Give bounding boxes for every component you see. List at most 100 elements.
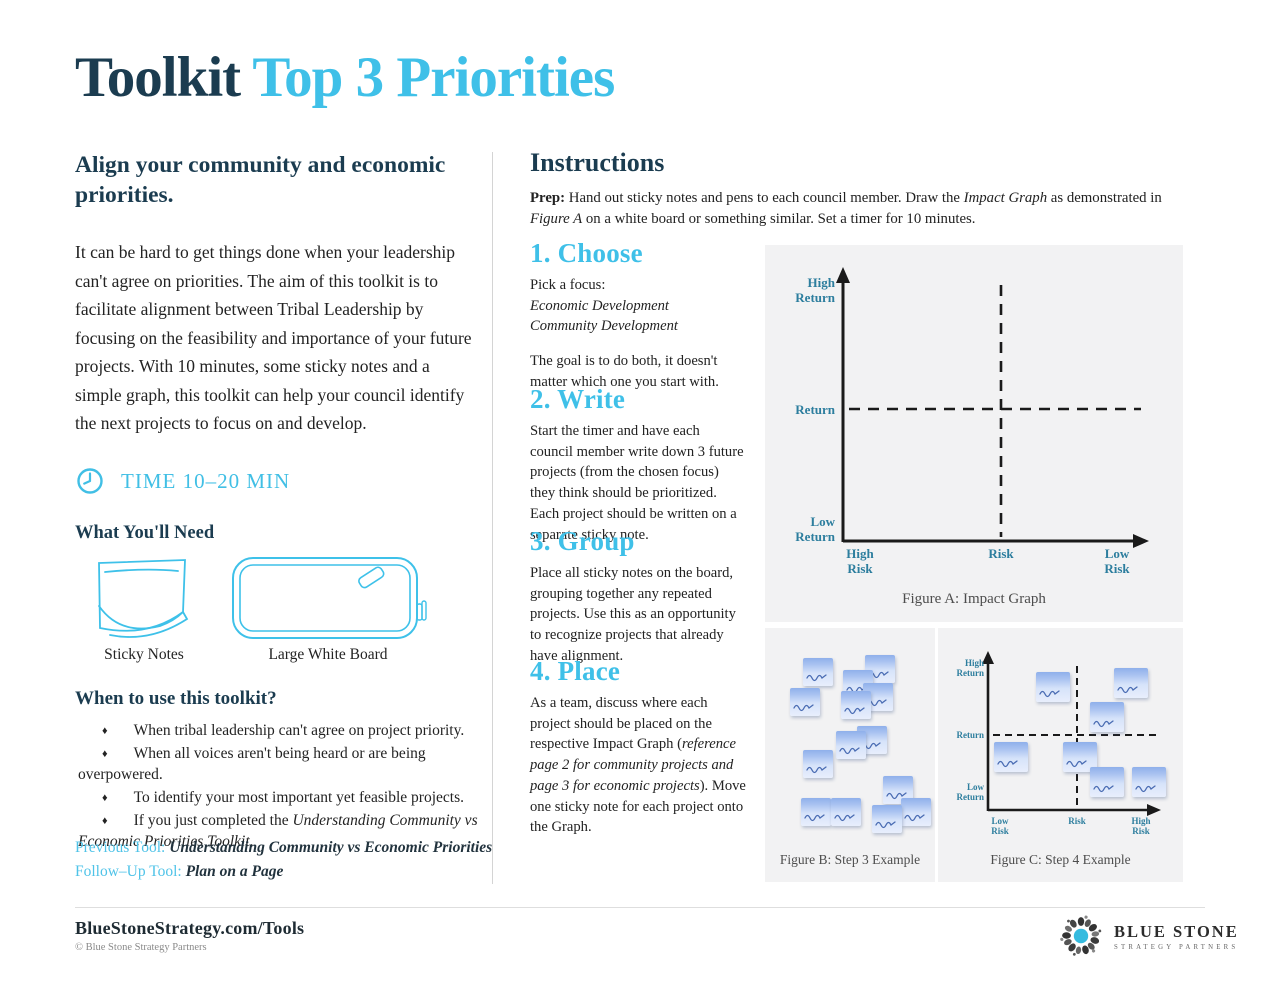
- title-dark: Toolkit: [75, 46, 241, 109]
- bullet-item: ♦ When all voices aren't being heard or a…: [78, 743, 498, 786]
- when-heading: When to use this toolkit?: [75, 688, 277, 709]
- needs-item-label: Sticky Notes: [104, 646, 184, 663]
- bullet-text: When all voices aren't being heard or ar…: [78, 744, 426, 784]
- bullet-item: ♦ To identify your most important yet fea…: [78, 787, 498, 809]
- step-place: 4. Place As a team, discuss where each p…: [530, 656, 746, 838]
- whiteboard-icon: [232, 557, 427, 639]
- previous-tool-value: Understanding Community vs Economic Prio…: [169, 839, 493, 856]
- clock-icon: [77, 468, 103, 494]
- sticky-note: [1090, 702, 1124, 732]
- time-badge: TIME 10–20 MIN: [75, 466, 290, 496]
- figure-b-notes: [765, 628, 935, 882]
- diamond-icon: ♦: [102, 747, 108, 760]
- step-choose: 1. Choose Pick a focus: Economic Develop…: [530, 238, 746, 393]
- sticky-note: [901, 798, 931, 826]
- x-axis-arrow: [1147, 804, 1161, 816]
- sticky-note: [1063, 742, 1097, 772]
- logo-name: BLUE STONE: [1114, 921, 1239, 941]
- figure-a-caption: Figure A: Impact Graph: [902, 591, 1046, 607]
- prep-italic: Impact Graph: [963, 190, 1048, 206]
- figure-c-panel: High Return Return Low Return Low Risk Risk…: [938, 628, 1183, 882]
- title-accent: Top 3 Priorities: [252, 46, 615, 109]
- figure-c-notes: [938, 628, 1183, 882]
- step-body: Pick a focus: Economic Development Commu…: [530, 275, 746, 393]
- step-text: ). Move one sticky note for each project…: [530, 777, 746, 836]
- followup-tool-label: Follow–Up Tool:: [75, 862, 182, 880]
- sticky-note: [994, 742, 1028, 772]
- left-column: Align your community and economic priori…: [75, 150, 493, 438]
- prep-text: on a white board or something similar. S…: [582, 211, 976, 228]
- sticky-note: [831, 798, 861, 826]
- intro-heading: Align your community and economic priori…: [75, 152, 446, 209]
- logo-tagline: STRATEGY PARTNERS: [1114, 943, 1239, 951]
- step-group: 3. Group Place all sticky notes on the b…: [530, 526, 746, 667]
- bullet-italic: Understanding Community vs Economic Prio…: [78, 811, 478, 851]
- x-label-low-risk: Low Risk: [991, 816, 1009, 836]
- y-label-low-return: Low Return: [957, 782, 985, 802]
- previous-tool-row: Previous Tool: Understanding Community v…: [75, 836, 492, 860]
- bullet-suffix: .: [249, 833, 254, 851]
- bullet-item: ♦ If you just completed the Understanding…: [78, 810, 498, 853]
- y-label-low-return: Low Return: [795, 514, 835, 544]
- step-heading: 4. Place: [530, 656, 621, 686]
- figure-b-caption: Figure B: Step 3 Example: [779, 852, 921, 867]
- sticky-note: [1114, 668, 1148, 698]
- step-note: The goal is to do both, it doesn't matte…: [530, 353, 719, 390]
- y-axis-arrow: [982, 651, 994, 664]
- x-label-high-risk: High Risk: [846, 546, 874, 576]
- bullet-item: ♦ When tribal leadership can't agree on p…: [78, 720, 498, 742]
- figure-c-caption: Figure C: Step 4 Example: [990, 852, 1131, 867]
- footer-divider: [75, 907, 1205, 908]
- needs-item-label: Large White Board: [268, 646, 388, 663]
- figure-c-graph: High Return Return Low Return Low Risk Risk…: [957, 651, 1161, 836]
- page-title: Toolkit Top 3 Priorities: [75, 46, 615, 109]
- sticky-note: [1090, 767, 1124, 797]
- related-tools: Previous Tool: Understanding Community v…: [75, 836, 492, 883]
- brand-logo: BLUE STONE STRATEGY PARTNERS: [1058, 913, 1239, 959]
- prep-label: Prep:: [530, 190, 566, 206]
- step-heading: 3. Group: [530, 526, 635, 556]
- prep-paragraph: Prep: Hand out sticky notes and pens to …: [530, 188, 1186, 231]
- sticky-notes-icon: [98, 559, 189, 638]
- prep-italic: Figure A: [530, 211, 583, 228]
- step-body: Place all sticky notes on the board, gro…: [530, 565, 736, 664]
- time-label: TIME 10–20 MIN: [121, 468, 291, 493]
- x-axis-arrow: [1133, 534, 1149, 548]
- step-lead: Pick a focus:: [530, 277, 606, 293]
- y-label-return: Return: [957, 730, 985, 740]
- sticky-note: [836, 731, 866, 759]
- y-label-high-return: High Return: [795, 275, 835, 305]
- x-label-risk: Risk: [1068, 816, 1086, 826]
- logo-mosaic-icon: [1060, 915, 1102, 956]
- sticky-note: [841, 691, 871, 719]
- footer-site-link[interactable]: BlueStoneStrategy.com/Tools: [75, 918, 305, 938]
- diamond-icon: ♦: [102, 792, 108, 805]
- diamond-icon: ♦: [102, 725, 108, 737]
- sticky-note: [803, 658, 833, 686]
- sticky-note: [803, 750, 833, 778]
- bullet-text: When tribal leadership can't agree on pr…: [133, 722, 465, 739]
- prep-text: Hand out sticky notes and pens to each c…: [565, 190, 964, 206]
- y-axis-arrow: [836, 267, 850, 283]
- sticky-note: [801, 798, 831, 826]
- focus-option: Economic Development: [530, 297, 669, 314]
- figure-b-panel: Figure B: Step 3 Example: [765, 628, 935, 882]
- sticky-note: [1036, 672, 1070, 702]
- step-italic: reference page 2 for community projects …: [530, 736, 736, 794]
- step-write: 2. Write Start the timer and have each c…: [530, 384, 746, 545]
- bullet-text: To identify your most important yet feas…: [133, 789, 464, 807]
- bullet-text: If you just completed the: [133, 811, 293, 829]
- impact-graph: High Return Return Low Return High Risk Ris…: [795, 267, 1149, 576]
- intro-paragraph: It can be hard to get things done when y…: [75, 242, 472, 434]
- step-body: Start the timer and have each council me…: [530, 423, 744, 543]
- instructions-heading: Instructions: [530, 148, 665, 177]
- column-divider: [492, 152, 493, 884]
- logo-text: BLUE STONE STRATEGY PARTNERS: [1114, 922, 1239, 951]
- bullet-list: ♦ When tribal leadership can't agree on p…: [78, 720, 498, 854]
- y-label-return: Return: [795, 402, 835, 417]
- sticky-note: [790, 688, 820, 716]
- focus-option: Community Development: [530, 318, 678, 335]
- prep-text: as demonstrated in: [1047, 190, 1162, 206]
- x-label-risk: Risk: [988, 546, 1014, 561]
